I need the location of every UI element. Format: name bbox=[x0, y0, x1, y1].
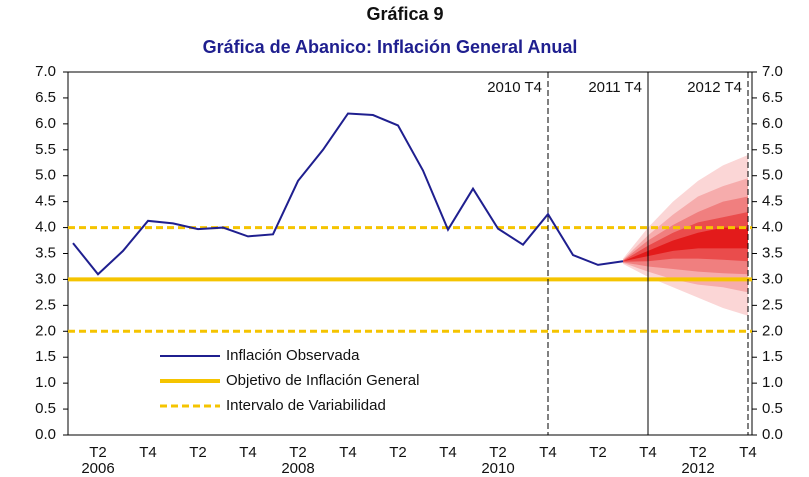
y-tick-label: 2.5 bbox=[35, 296, 56, 313]
x-tick-label: T4 bbox=[139, 444, 157, 461]
x-year-label: 2012 bbox=[681, 460, 714, 477]
legend-label: Intervalo de Variabilidad bbox=[226, 397, 386, 414]
x-tick-label: T4 bbox=[339, 444, 357, 461]
marker-label: 2012 T4 bbox=[687, 79, 742, 96]
x-year-label: 2008 bbox=[281, 460, 314, 477]
y-tick-label: 3.0 bbox=[35, 270, 56, 287]
legend-label: Objetivo de Inflación General bbox=[226, 372, 419, 389]
y-tick-label: 1.5 bbox=[35, 348, 56, 365]
y2-tick-label: 1.5 bbox=[762, 348, 783, 365]
line-series bbox=[72, 112, 624, 276]
x-tick-label: T2 bbox=[189, 444, 207, 461]
y-tick-label: 3.5 bbox=[35, 244, 56, 261]
x-tick-label: T4 bbox=[639, 444, 657, 461]
y-tick-label: 5.0 bbox=[35, 167, 56, 184]
x-tick-label: T2 bbox=[489, 444, 507, 461]
x-tick-label: T2 bbox=[589, 444, 607, 461]
y-tick-label: 0.0 bbox=[35, 426, 56, 443]
y2-tick-label: 5.0 bbox=[762, 167, 783, 184]
marker-label: 2011 T4 bbox=[588, 79, 642, 96]
y2-tick-label: 2.5 bbox=[762, 296, 783, 313]
y-tick-label: 0.5 bbox=[35, 400, 56, 417]
y-tick-label: 2.0 bbox=[35, 322, 56, 339]
x-tick-label: T4 bbox=[239, 444, 257, 461]
x-tick-label: T4 bbox=[539, 444, 557, 461]
x-year-label: 2006 bbox=[81, 460, 114, 477]
y2-tick-label: 6.0 bbox=[762, 115, 783, 132]
y2-tick-label: 1.0 bbox=[762, 374, 783, 391]
heading: Gráfica 9 bbox=[366, 4, 443, 24]
y-tick-label: 6.5 bbox=[35, 89, 56, 106]
x-tick-label: T4 bbox=[439, 444, 457, 461]
marker-label: 2010 T4 bbox=[487, 79, 542, 96]
fan-band bbox=[623, 227, 748, 262]
x-tick-label: T2 bbox=[89, 444, 107, 461]
y-tick-label: 4.0 bbox=[35, 219, 56, 236]
y2-tick-label: 0.5 bbox=[762, 400, 783, 417]
x-tick-label: T2 bbox=[289, 444, 307, 461]
y-tick-label: 7.0 bbox=[35, 63, 56, 80]
y2-tick-label: 4.0 bbox=[762, 219, 783, 236]
y2-tick-label: 3.0 bbox=[762, 270, 783, 287]
y2-tick-label: 2.0 bbox=[762, 322, 783, 339]
y-tick-label: 4.5 bbox=[35, 193, 56, 210]
x-tick-label: T2 bbox=[389, 444, 407, 461]
y2-tick-label: 0.0 bbox=[762, 426, 783, 443]
y-tick-label: 5.5 bbox=[35, 141, 56, 158]
y2-tick-label: 5.5 bbox=[762, 141, 783, 158]
y2-tick-label: 4.5 bbox=[762, 193, 783, 210]
y2-tick-label: 6.5 bbox=[762, 89, 783, 106]
y-tick-label: 1.0 bbox=[35, 374, 56, 391]
chart-title: Gráfica de Abanico: Inflación General An… bbox=[203, 37, 578, 57]
y2-tick-label: 7.0 bbox=[762, 63, 783, 80]
x-tick-label: T2 bbox=[689, 444, 707, 461]
y2-tick-label: 3.5 bbox=[762, 244, 783, 261]
y-tick-label: 6.0 bbox=[35, 115, 56, 132]
x-year-label: 2010 bbox=[481, 460, 514, 477]
legend-label: Inflación Observada bbox=[226, 347, 360, 364]
x-tick-label: T4 bbox=[739, 444, 757, 461]
